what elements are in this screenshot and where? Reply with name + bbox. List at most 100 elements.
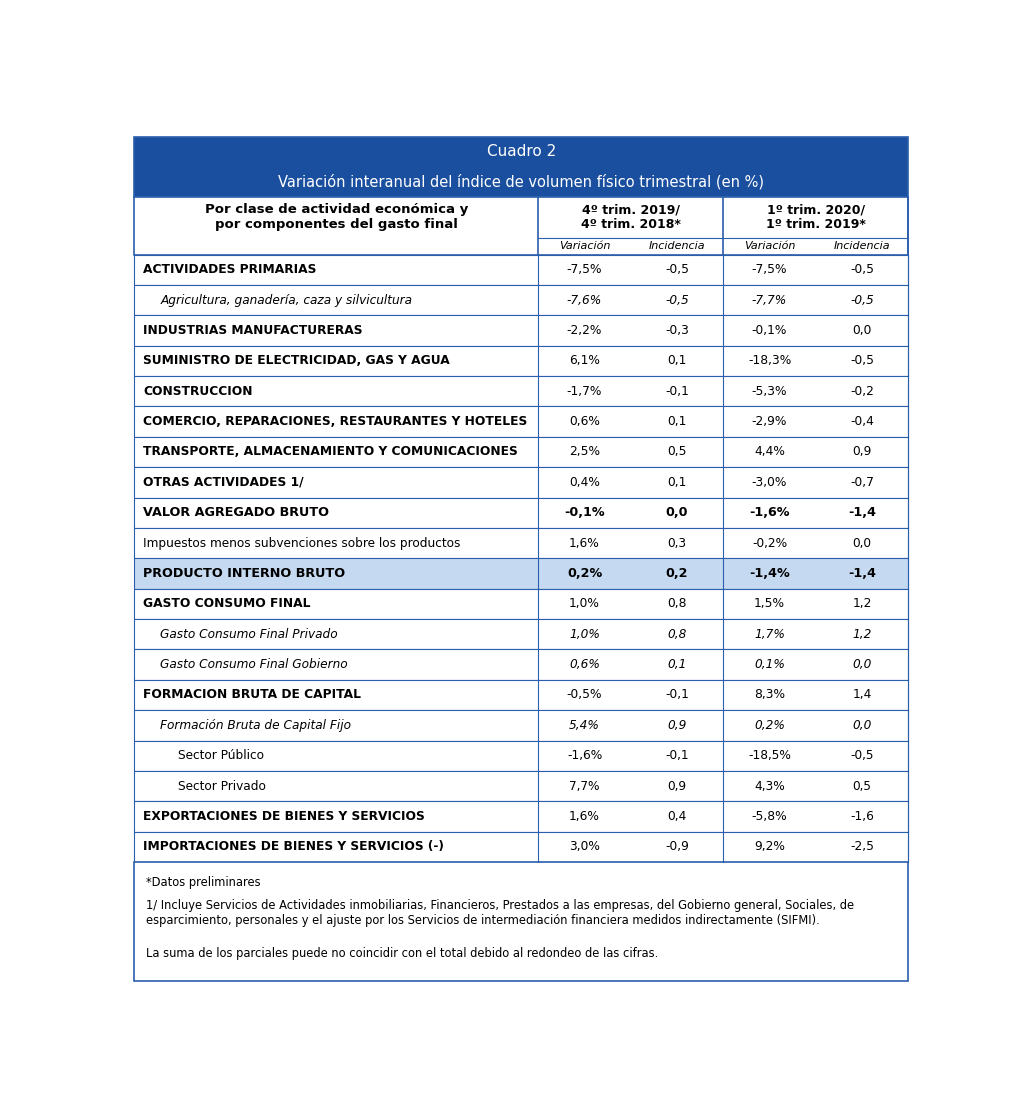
Bar (134, 862, 908, 982)
Text: 9,2%: 9,2% (755, 840, 785, 853)
Text: 1º trim. 2020/
1º trim. 2019*: 1º trim. 2020/ 1º trim. 2019* (766, 204, 865, 231)
Text: 3,0%: 3,0% (570, 840, 600, 853)
Text: 1,6%: 1,6% (570, 537, 600, 549)
Text: -7,5%: -7,5% (752, 263, 787, 276)
Bar (134, 437, 908, 467)
Text: 4,3%: 4,3% (755, 779, 785, 793)
Text: -2,2%: -2,2% (566, 324, 602, 337)
Text: 1,4: 1,4 (852, 689, 872, 702)
Text: 0,6%: 0,6% (570, 658, 600, 671)
Text: Sector Privado: Sector Privado (178, 779, 265, 793)
Text: PRODUCTO INTERNO BRUTO: PRODUCTO INTERNO BRUTO (143, 567, 346, 580)
Text: 0,0: 0,0 (666, 506, 689, 519)
Text: -0,9: -0,9 (665, 840, 689, 853)
Text: 1,2: 1,2 (852, 628, 872, 641)
Text: -3,0%: -3,0% (752, 476, 787, 489)
Text: CONSTRUCCION: CONSTRUCCION (143, 385, 253, 397)
Bar (134, 650, 908, 680)
Text: -18,5%: -18,5% (749, 749, 791, 763)
Text: 1,2: 1,2 (852, 598, 872, 610)
Text: 0,0: 0,0 (852, 537, 872, 549)
Text: 5,4%: 5,4% (570, 718, 600, 732)
Text: -5,8%: -5,8% (752, 810, 787, 823)
Text: -1,7%: -1,7% (566, 385, 602, 397)
Text: -0,3: -0,3 (665, 324, 689, 337)
Text: Gasto Consumo Final Privado: Gasto Consumo Final Privado (161, 628, 338, 641)
Text: -0,2: -0,2 (850, 385, 874, 397)
Text: 0,4: 0,4 (667, 810, 686, 823)
Text: -1,6: -1,6 (850, 810, 874, 823)
Text: -0,7: -0,7 (850, 476, 874, 489)
Text: 0,9: 0,9 (852, 445, 872, 458)
Bar (134, 406, 908, 437)
Text: 0,4%: 0,4% (570, 476, 600, 489)
Bar (134, 711, 908, 741)
Bar (134, 831, 908, 862)
Text: 1,0%: 1,0% (570, 598, 600, 610)
Text: 0,5: 0,5 (852, 779, 872, 793)
Text: 1,5%: 1,5% (754, 598, 785, 610)
Text: GASTO CONSUMO FINAL: GASTO CONSUMO FINAL (143, 598, 311, 610)
Text: Incidencia: Incidencia (649, 241, 706, 251)
Text: Incidencia: Incidencia (834, 241, 890, 251)
Text: Agricultura, ganadería, caza y silvicultura: Agricultura, ganadería, caza y silvicult… (161, 293, 413, 307)
Text: 7,7%: 7,7% (570, 779, 600, 793)
Text: FORMACION BRUTA DE CAPITAL: FORMACION BRUTA DE CAPITAL (143, 689, 361, 702)
Text: Gasto Consumo Final Gobierno: Gasto Consumo Final Gobierno (161, 658, 348, 671)
Text: Impuestos menos subvenciones sobre los productos: Impuestos menos subvenciones sobre los p… (143, 537, 461, 549)
Text: -18,3%: -18,3% (747, 354, 791, 368)
Text: 1,6%: 1,6% (570, 810, 600, 823)
Text: 1,7%: 1,7% (755, 628, 785, 641)
Text: -0,1: -0,1 (665, 689, 689, 702)
Text: -0,5%: -0,5% (566, 689, 602, 702)
Text: Formación Bruta de Capital Fijo: Formación Bruta de Capital Fijo (161, 718, 352, 732)
Text: 0,1: 0,1 (667, 354, 686, 368)
Text: 0,1: 0,1 (667, 415, 686, 428)
Text: 0,0: 0,0 (852, 718, 872, 732)
Bar (134, 680, 908, 711)
Text: 0,1: 0,1 (667, 658, 686, 671)
Text: Variación: Variación (558, 241, 610, 251)
Text: -0,1%: -0,1% (564, 506, 605, 519)
Text: -0,5: -0,5 (850, 354, 874, 368)
Text: *Datos preliminares: *Datos preliminares (145, 876, 260, 889)
Text: 0,3: 0,3 (667, 537, 686, 549)
Text: INDUSTRIAS MANUFACTURERAS: INDUSTRIAS MANUFACTURERAS (143, 324, 363, 337)
Text: -0,2%: -0,2% (752, 537, 787, 549)
Text: 0,1%: 0,1% (755, 658, 785, 671)
Text: 0,1: 0,1 (667, 476, 686, 489)
Text: 0,8: 0,8 (667, 598, 686, 610)
Text: 0,2%: 0,2% (566, 567, 602, 580)
Text: -0,1%: -0,1% (752, 324, 787, 337)
Text: 0,9: 0,9 (667, 718, 686, 732)
Text: OTRAS ACTIVIDADES 1/: OTRAS ACTIVIDADES 1/ (143, 476, 304, 489)
Text: TRANSPORTE, ALMACENAMIENTO Y COMUNICACIONES: TRANSPORTE, ALMACENAMIENTO Y COMUNICACIO… (143, 445, 518, 458)
Text: 1,0%: 1,0% (570, 628, 600, 641)
Bar (134, 197, 908, 255)
Text: VALOR AGREGADO BRUTO: VALOR AGREGADO BRUTO (143, 506, 330, 519)
Text: Variación interanual del índice de volumen físico trimestral (en %): Variación interanual del índice de volum… (279, 174, 764, 189)
Text: 0,2: 0,2 (666, 567, 689, 580)
Bar (134, 467, 908, 497)
Text: 2,5%: 2,5% (569, 445, 600, 458)
Text: 1/ Incluye Servicios de Actividades inmobiliarias, Financieros, Prestados a las : 1/ Incluye Servicios de Actividades inmo… (145, 899, 854, 927)
Text: -1,6%: -1,6% (750, 506, 790, 519)
Text: SUMINISTRO DE ELECTRICIDAD, GAS Y AGUA: SUMINISTRO DE ELECTRICIDAD, GAS Y AGUA (143, 354, 451, 368)
Text: -7,6%: -7,6% (566, 293, 602, 307)
Text: Variación: Variación (743, 241, 795, 251)
Text: -0,5: -0,5 (665, 263, 690, 276)
Text: -5,3%: -5,3% (752, 385, 787, 397)
Bar (134, 315, 908, 345)
Text: 4º trim. 2019/
4º trim. 2018*: 4º trim. 2019/ 4º trim. 2018* (581, 204, 680, 231)
Text: -2,9%: -2,9% (752, 415, 787, 428)
Text: ACTIVIDADES PRIMARIAS: ACTIVIDADES PRIMARIAS (143, 263, 316, 276)
Text: 8,3%: 8,3% (754, 689, 785, 702)
Bar (134, 255, 908, 284)
Bar (134, 136, 908, 197)
Text: -0,5: -0,5 (665, 293, 689, 307)
Text: -7,7%: -7,7% (752, 293, 787, 307)
Text: Por clase de actividad económica y
por componentes del gasto final: Por clase de actividad económica y por c… (204, 204, 468, 231)
Text: Cuadro 2: Cuadro 2 (486, 144, 556, 158)
Bar (134, 801, 908, 831)
Text: -0,4: -0,4 (850, 415, 874, 428)
